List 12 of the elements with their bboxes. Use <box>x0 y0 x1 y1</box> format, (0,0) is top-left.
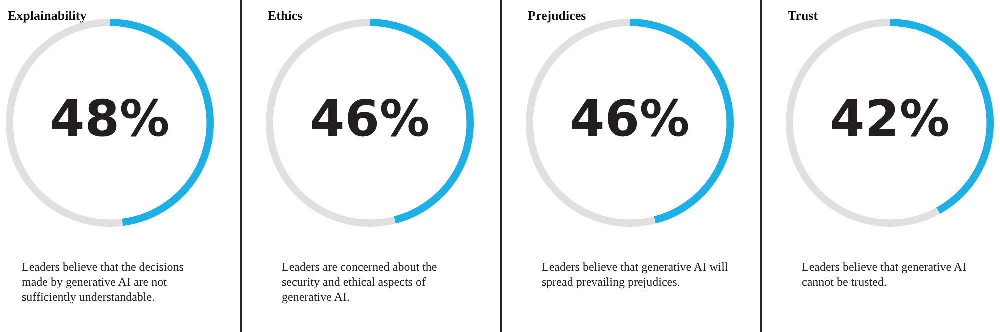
data-label: 46% <box>570 90 690 148</box>
text: Leaders believe that the decisions made by generative AI are not sufficiently understandable. <box>22 260 185 305</box>
text: Leaders believe that generative AI will spread prevailing prejudices. <box>542 260 730 290</box>
text: Leaders believe that generative AI cannot be trusted. <box>802 260 968 290</box>
data-label: 46% <box>310 90 430 148</box>
text: Leaders are concerned about the security and ethical aspects of generative AI. <box>282 260 438 305</box>
data-label: 42% <box>830 90 950 148</box>
chart-title: Trust <box>788 8 818 24</box>
chart-title: Prejudices <box>528 8 586 24</box>
chart-title: Explainability <box>8 8 87 24</box>
chart-title: Ethics <box>268 8 303 24</box>
data-label: 48% <box>50 90 170 148</box>
